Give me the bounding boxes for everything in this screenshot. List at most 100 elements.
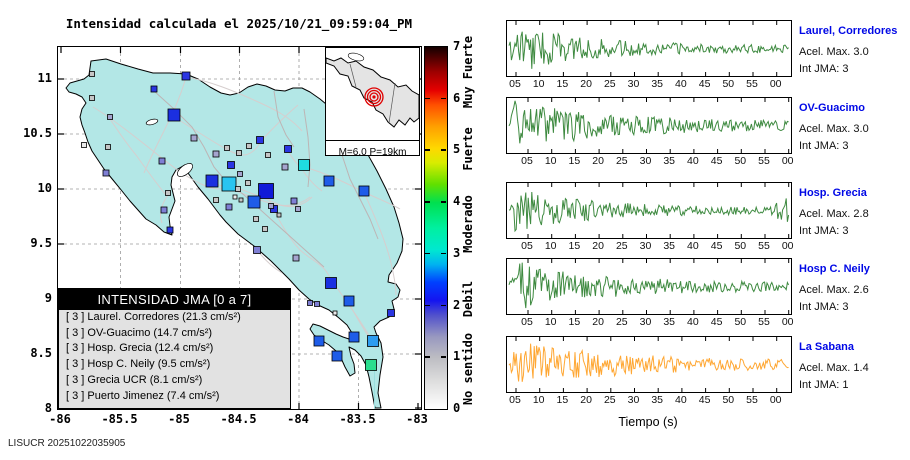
seismogram-box (506, 182, 792, 239)
station-marker (227, 161, 235, 169)
wave-x-tick-label: 15 (568, 239, 581, 252)
station-marker (245, 180, 251, 186)
waveform-line (508, 100, 789, 144)
station-marker (258, 183, 274, 199)
x-axis-tick-label: -84.5 (220, 412, 257, 426)
intensity-legend: INTENSIDAD JMA [0 a 7] [ 3 ] Laurel. Cor… (58, 288, 291, 409)
station-marker (343, 295, 355, 307)
colorbar-tick-number: 6 (453, 90, 461, 105)
seismogram-trace-1 (508, 21, 789, 76)
wave-x-tick-label: 40 (675, 393, 687, 406)
wave-x-tick-label: 20 (580, 77, 592, 90)
wave-x-tick-label: 35 (663, 154, 676, 167)
station-marker (225, 203, 233, 211)
station-marker (232, 194, 238, 200)
legend-item: [ 3 ] Grecia UCR (8.1 cm/s²) (66, 373, 203, 386)
colorbar-level-label: Muy Fuerte (461, 35, 475, 108)
seismogram-trace-4 (508, 259, 790, 314)
station-marker (160, 206, 168, 214)
epicenter-inset-map (325, 48, 420, 141)
station-marker (190, 134, 198, 142)
colorbar-tick-mark (441, 97, 446, 100)
colorbar-tick-mark (441, 304, 446, 307)
station-int-jma: Int JMA: 3 (799, 225, 849, 237)
seismogram-box (506, 258, 792, 315)
station-marker (270, 205, 278, 213)
wave-x-tick-label: 40 (687, 154, 699, 167)
station-accel-max: Acel. Max. 2.6 (799, 284, 869, 296)
watermark: LISUCR 20251022035905 (8, 438, 126, 449)
wave-x-tick-label: 45 (698, 77, 711, 90)
wave-x-tick-label: 30 (627, 77, 640, 90)
station-accel-max: Acel. Max. 1.4 (799, 362, 869, 374)
wave-x-tick-label: 25 (615, 315, 628, 328)
station-marker (212, 150, 220, 158)
x-axis-tick-label: -84 (287, 412, 309, 426)
station-name: Hosp. Grecia (799, 187, 867, 199)
station-accel-max: Acel. Max. 2.8 (799, 208, 869, 220)
station-marker (348, 331, 360, 343)
intensity-colorbar (424, 46, 448, 410)
x-axis-tick-label: -83.5 (339, 412, 376, 426)
wave-x-tick-label: 20 (592, 315, 604, 328)
colorbar-tick-mark (441, 201, 446, 203)
station-marker (358, 185, 370, 197)
station-marker (365, 359, 377, 371)
station-marker (181, 71, 191, 81)
colorbar-tick-number: 3 (453, 245, 461, 260)
station-marker (158, 157, 166, 165)
wave-x-tick-label: 55 (746, 77, 758, 90)
colorbar-tick-number: 1 (453, 349, 461, 364)
wave-x-tick-label: 45 (710, 315, 723, 328)
station-marker (313, 335, 325, 347)
station-marker (265, 152, 271, 158)
wave-x-tick-label: 35 (651, 77, 664, 90)
station-marker (246, 143, 252, 149)
event-magnitude-label: M=6.0 P=19km (338, 147, 407, 158)
costa-rica-intensity-map (58, 47, 421, 409)
wave-x-tick-label: 10 (544, 239, 557, 252)
wave-x-tick-label: 40 (687, 315, 699, 328)
wave-x-tick-label: 35 (663, 239, 676, 252)
station-marker (247, 195, 261, 209)
colorbar-tick-mark (425, 356, 430, 358)
wave-x-tick-label: 40 (687, 239, 699, 252)
y-axis-tick-label: 8.5 (30, 346, 52, 360)
colorbar-tick-number: 7 (453, 39, 461, 54)
colorbar-tick-mark (425, 252, 430, 255)
wave-x-tick-label: 15 (568, 315, 581, 328)
station-marker (205, 174, 219, 188)
colorbar-level-label: No sentido (461, 333, 475, 406)
colorbar-level-label: Debil (461, 281, 475, 318)
station-marker (221, 176, 237, 192)
wave-x-tick-label: 25 (615, 239, 628, 252)
wave-x-tick-label: 50 (722, 77, 735, 90)
station-marker (268, 203, 274, 209)
station-marker (298, 159, 310, 171)
legend-items: [ 3 ] Laurel. Corredores (21.3 cm/s²) [ 3… (59, 310, 290, 404)
seismogram-trace-3 (508, 183, 790, 238)
station-marker (165, 190, 171, 196)
legend-item: [ 3 ] Hosp. Grecia (12.4 cm/s²) (66, 342, 214, 355)
legend-item: [ 3 ] Laurel. Corredores (21.3 cm/s²) (66, 311, 241, 323)
colorbar-tick-number: 4 (453, 194, 461, 209)
station-marker (262, 226, 268, 232)
colorbar-tick-mark (425, 201, 430, 203)
inset-landmass (325, 57, 420, 128)
station-marker (253, 216, 259, 222)
station-name: OV-Guacimo (799, 102, 866, 114)
wave-x-tick-label: 45 (698, 393, 711, 406)
station-marker (331, 350, 343, 362)
time-axis-label: Tiempo (s) (618, 415, 678, 429)
wave-x-tick-label: 05 (521, 315, 533, 328)
station-marker (224, 145, 230, 151)
wave-x-tick-label: 30 (639, 239, 652, 252)
colorbar-tick-number: 0 (453, 401, 461, 415)
wave-x-tick-label: 20 (592, 239, 604, 252)
y-axis-tick-label: 9 (44, 291, 52, 305)
colorbar-tick-mark (425, 304, 430, 307)
wave-x-tick-label: 50 (734, 239, 747, 252)
wave-x-tick-label: 45 (710, 239, 723, 252)
waveform-line (508, 343, 789, 382)
y-axis-tick-label: 9.5 (30, 236, 52, 250)
